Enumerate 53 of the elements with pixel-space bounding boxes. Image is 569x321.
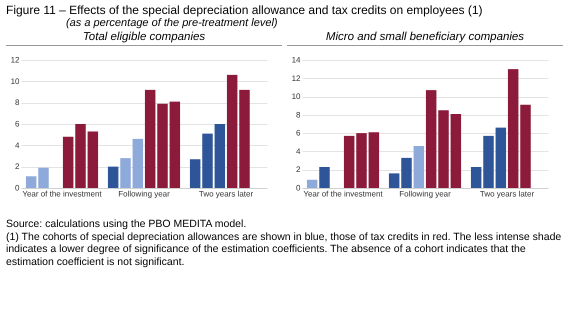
y-tick-label: 12 xyxy=(10,56,20,64)
bar xyxy=(368,132,380,188)
bar xyxy=(401,158,412,188)
bar xyxy=(508,69,518,188)
chart-title: Total eligible companies xyxy=(6,31,282,46)
bar xyxy=(75,124,86,188)
bar xyxy=(108,166,118,188)
source-note: Source: calculations using the PBO MEDITA model. xyxy=(6,218,248,231)
bar xyxy=(319,166,330,188)
bar xyxy=(226,74,238,188)
y-tick-label: 10 xyxy=(10,76,20,86)
bar xyxy=(157,104,168,188)
y-tick-label: 4 xyxy=(15,140,20,150)
x-tick-label: Two years later xyxy=(480,190,534,198)
y-tick-label: 6 xyxy=(296,128,302,138)
x-tick-label: Two years later xyxy=(198,190,254,198)
bar xyxy=(450,114,462,188)
bar xyxy=(470,166,482,188)
y-tick-label: 8 xyxy=(296,110,302,120)
bar xyxy=(520,104,531,188)
caption: Figure 11 – Effects of the special depreciation allowance and tax credits on employees (1) xyxy=(6,3,484,17)
y-tick-label: 12 xyxy=(292,74,302,83)
y-tick-label: 8 xyxy=(15,98,20,108)
bar xyxy=(88,131,98,188)
chart-title: Micro and small beneficiary companies xyxy=(287,31,563,46)
y-tick-label: 4 xyxy=(296,146,302,156)
y-tick-label: 0 xyxy=(15,184,20,192)
bar xyxy=(344,136,354,188)
bar xyxy=(62,136,74,188)
bar xyxy=(170,102,180,188)
bar xyxy=(438,110,449,188)
y-tick-label: 2 xyxy=(15,162,20,172)
x-tick-label: Year of the investment xyxy=(22,190,102,198)
bar xyxy=(414,146,424,188)
bar xyxy=(426,90,436,188)
bar xyxy=(388,173,400,188)
bar xyxy=(190,159,200,188)
bar xyxy=(239,90,250,188)
text: (1) The cohorts of special depreciation allowances are shown in blue, those of tax credits in red. The less intense shade indicates a lower degree of significance of the estimation coefficients. The absence of a cohort indicates that the estimation coefficient is not significant. xyxy=(6,230,562,268)
x-tick-label: Following year xyxy=(118,190,170,198)
bar xyxy=(144,90,156,188)
bar xyxy=(483,136,494,188)
x-tick-label: Year of the investment xyxy=(303,190,384,198)
bar xyxy=(356,133,367,188)
y-tick-label: 6 xyxy=(15,120,20,128)
y-tick-label: 10 xyxy=(292,92,302,102)
bar xyxy=(120,158,131,188)
y-tick-label: 2 xyxy=(296,165,302,174)
y-tick-label: 0 xyxy=(296,184,302,192)
x-tick-label: Following year xyxy=(399,190,452,198)
y-tick-label: 14 xyxy=(292,56,302,64)
text: (as a percentage of the pre-treatment level) xyxy=(65,17,279,29)
bar xyxy=(38,168,49,188)
